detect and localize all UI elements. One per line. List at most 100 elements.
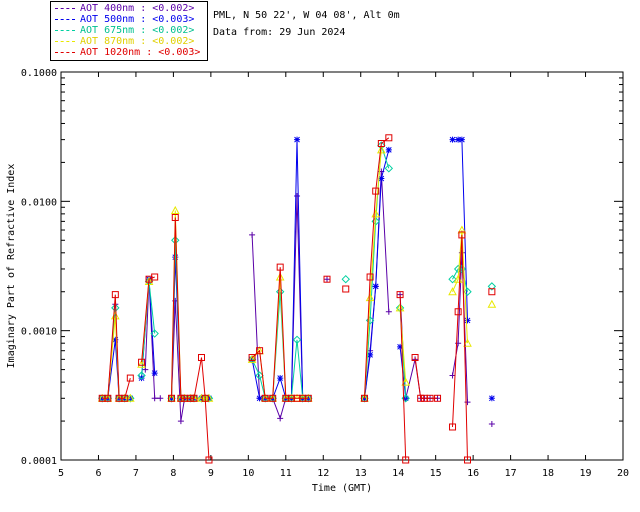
series-aot-1020nm-point bbox=[454, 308, 462, 316]
series-aot-1020nm-line bbox=[141, 276, 155, 363]
legend-item-870nm: AOT 870nm : <0.002> bbox=[55, 36, 194, 47]
series-aot-675nm-point bbox=[341, 274, 350, 284]
series-aot-870nm-point bbox=[137, 359, 146, 368]
series-aot-400nm-line bbox=[251, 195, 309, 420]
series-aot-1020nm-point bbox=[402, 456, 410, 464]
series-aot-1020nm-point bbox=[248, 354, 256, 362]
series-aot-870nm-point bbox=[487, 299, 497, 308]
series-aot-500nm-point bbox=[151, 370, 158, 377]
x-tick-label: 11 bbox=[280, 468, 292, 479]
series-aot-500nm-point bbox=[458, 136, 465, 143]
y-tick-label: 0.0010 bbox=[21, 327, 57, 338]
x-tick-label: 7 bbox=[133, 468, 139, 479]
series-aot-1020nm-point bbox=[372, 187, 380, 195]
series-aot-1020nm-point bbox=[121, 394, 129, 402]
data-date: Data from: 29 Jun 2024 bbox=[213, 27, 346, 38]
x-tick-label: 17 bbox=[505, 468, 517, 479]
series-aot-400nm-point bbox=[277, 415, 284, 422]
series-aot-400nm-point bbox=[249, 231, 256, 238]
x-axis-label: Time (GMT) bbox=[312, 483, 372, 494]
series-aot-500nm-point bbox=[138, 375, 145, 382]
series-aot-500nm-point bbox=[367, 351, 374, 358]
series-aot-675nm-point bbox=[448, 274, 457, 284]
series-aot-675nm-point bbox=[275, 287, 285, 296]
axes-ticks: 5 6 7 8 9 10 11 12 13 14 15 16 17 18 19 20 0.1000 0.0100 0… bbox=[21, 68, 629, 479]
series-aot-675nm-point bbox=[292, 335, 302, 345]
series-aot-1020nm-point bbox=[151, 273, 159, 281]
series-aot-1020nm-point bbox=[190, 394, 198, 402]
series-aot-870nm-point bbox=[448, 287, 457, 296]
series-aot-500nm-point bbox=[256, 395, 263, 402]
site-location: PML, N 50 22', W 04 08', Alt 0m bbox=[213, 10, 400, 21]
series-aot-1020nm-point bbox=[458, 231, 466, 239]
series-aot-500nm-point bbox=[378, 175, 385, 182]
series-aot-1020nm-point bbox=[366, 273, 374, 281]
series-aot-1020nm-point bbox=[261, 394, 269, 402]
series-aot-1020nm-point bbox=[186, 394, 194, 402]
legend-label-675nm: AOT 675nm : <0.002> bbox=[80, 25, 195, 36]
series-layer bbox=[97, 134, 497, 464]
legend-label-500nm: AOT 500nm : <0.003> bbox=[80, 14, 195, 25]
series-aot-1020nm-line bbox=[171, 217, 210, 461]
series-aot-870nm-point bbox=[401, 377, 411, 386]
series-aot-500nm-line bbox=[102, 339, 131, 399]
x-tick-label: 8 bbox=[170, 468, 176, 479]
series-aot-400nm-point bbox=[385, 308, 392, 315]
x-tick-label: 16 bbox=[467, 468, 479, 479]
series-aot-400nm-point bbox=[294, 192, 301, 199]
series-aot-870nm bbox=[97, 145, 497, 402]
x-tick-label: 15 bbox=[430, 468, 442, 479]
series-aot-500nm-point bbox=[385, 146, 392, 153]
series-aot-400nm-point bbox=[464, 399, 471, 406]
series-aot-1020nm-point bbox=[323, 275, 331, 283]
series-aot-500nm-point bbox=[488, 395, 495, 402]
x-tick-label: 9 bbox=[208, 468, 214, 479]
series-aot-1020nm-point bbox=[104, 394, 112, 402]
series-aot-870nm-line bbox=[452, 229, 468, 344]
x-tick-label: 12 bbox=[317, 468, 329, 479]
legend-label-400nm: AOT 400nm : <0.002> bbox=[80, 3, 195, 14]
series-aot-1020nm-point bbox=[201, 394, 209, 402]
series-aot-1020nm bbox=[98, 134, 496, 464]
series-aot-1020nm-point bbox=[126, 374, 134, 382]
series-aot-1020nm-point bbox=[304, 394, 312, 402]
series-aot-500nm-point bbox=[464, 317, 471, 324]
y-axis-label: Imaginary Part of Refractive Index bbox=[6, 164, 17, 369]
series-aot-500nm-point bbox=[294, 136, 301, 143]
series-aot-1020nm-line bbox=[414, 357, 438, 399]
series-aot-675nm-point bbox=[150, 329, 159, 338]
series-aot-500nm-point bbox=[277, 375, 284, 382]
legend-swatch-400nm bbox=[55, 7, 75, 9]
series-aot-1020nm-point bbox=[111, 291, 119, 299]
x-tick-label: 20 bbox=[617, 468, 629, 479]
series-aot-1020nm-point bbox=[411, 354, 419, 362]
series-aot-1020nm-point bbox=[138, 358, 146, 366]
series-aot-1020nm-point bbox=[449, 423, 457, 431]
series-aot-1020nm-point bbox=[488, 288, 496, 296]
series-aot-1020nm-point bbox=[256, 347, 264, 355]
y-tick-label: 0.0001 bbox=[21, 456, 57, 467]
y-tick-label: 0.1000 bbox=[21, 68, 57, 79]
x-tick-label: 13 bbox=[355, 468, 367, 479]
series-aot-1020nm-point bbox=[417, 394, 425, 402]
series-aot-870nm-point bbox=[463, 338, 472, 347]
series-aot-1020nm-point bbox=[385, 134, 393, 142]
legend-item-675nm: AOT 675nm : <0.002> bbox=[55, 25, 194, 36]
series-aot-1020nm-point bbox=[342, 285, 350, 293]
series-aot-1020nm-point bbox=[464, 456, 472, 464]
series-aot-1020nm-point bbox=[434, 394, 442, 402]
legend-swatch-675nm bbox=[55, 29, 75, 31]
x-tick-label: 19 bbox=[580, 468, 592, 479]
series-aot-870nm-point bbox=[170, 205, 180, 214]
series-aot-675nm-point bbox=[137, 371, 146, 380]
series-aot-400nm-point bbox=[324, 276, 331, 283]
series-aot-1020nm-point bbox=[205, 456, 213, 464]
x-tick-label: 14 bbox=[392, 468, 404, 479]
series-aot-1020nm-point bbox=[276, 263, 284, 271]
x-tick-label: 5 bbox=[58, 468, 64, 479]
series-aot-500nm-point bbox=[372, 283, 379, 290]
legend-swatch-1020nm bbox=[55, 51, 75, 53]
series-aot-870nm-point bbox=[144, 276, 154, 285]
series-aot-400nm-point bbox=[177, 418, 184, 425]
legend-label-870nm: AOT 870nm : <0.002> bbox=[80, 36, 195, 47]
